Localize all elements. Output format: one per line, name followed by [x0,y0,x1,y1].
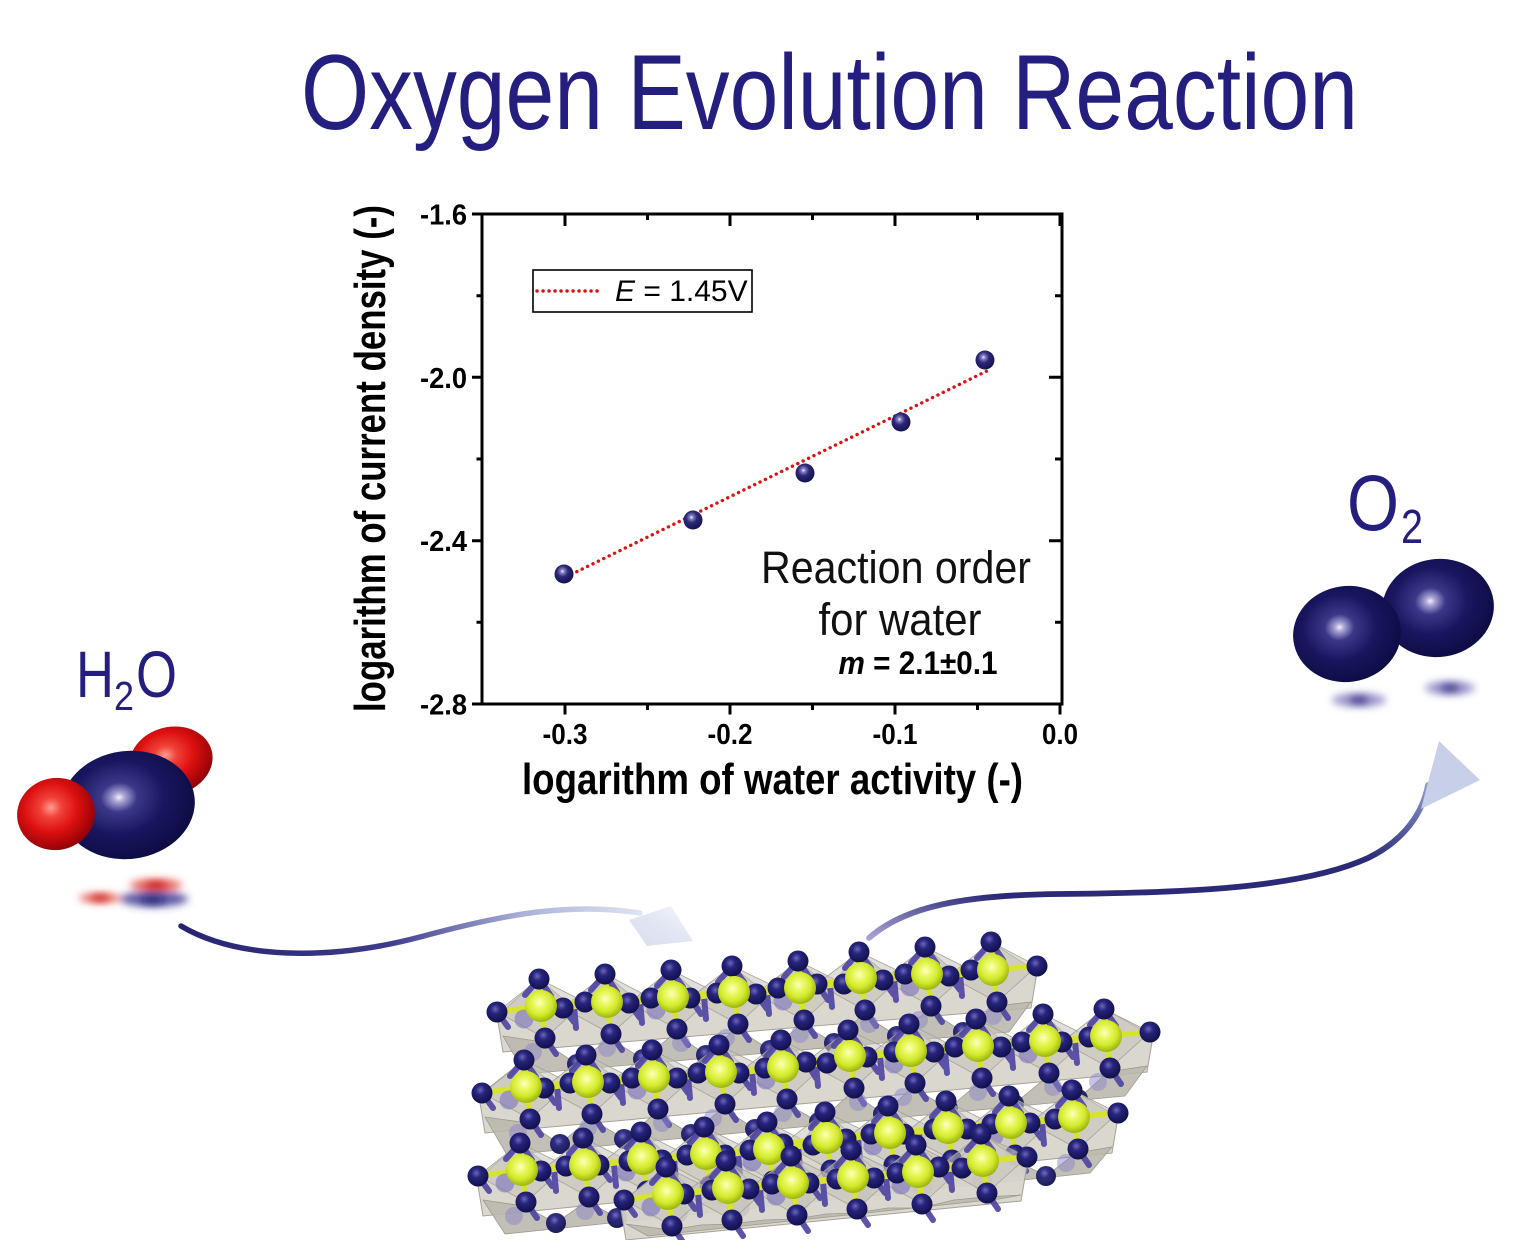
svg-text:2: 2 [1401,501,1423,554]
svg-text:Oxygen Evolution Reaction: Oxygen Evolution Reaction [301,32,1358,152]
svg-text:logarithm of current density: logarithm of current density (-) [346,205,395,712]
svg-text:E = 1.45V: E = 1.45V [615,275,748,308]
svg-text:2: 2 [114,673,134,719]
svg-text:-0.3: -0.3 [543,719,588,751]
svg-text:O: O [1347,458,1399,547]
svg-text:m = 2.1±0.1: m = 2.1±0.1 [839,645,998,681]
svg-text:for water: for water [819,594,982,645]
svg-text:O: O [136,637,177,711]
svg-text:-0.1: -0.1 [873,719,918,751]
svg-text:-2.8: -2.8 [420,690,467,722]
svg-text:-1.6: -1.6 [420,200,467,232]
svg-text:-2.4: -2.4 [420,526,467,558]
svg-text:-2.0: -2.0 [420,363,467,395]
svg-text:H: H [76,637,114,711]
svg-text:0.0: 0.0 [1042,719,1078,751]
svg-text:Reaction order: Reaction order [761,542,1031,593]
svg-text:logarithm of water activity (-: logarithm of water activity (-) [522,755,1023,804]
svg-text:-0.2: -0.2 [708,719,753,751]
